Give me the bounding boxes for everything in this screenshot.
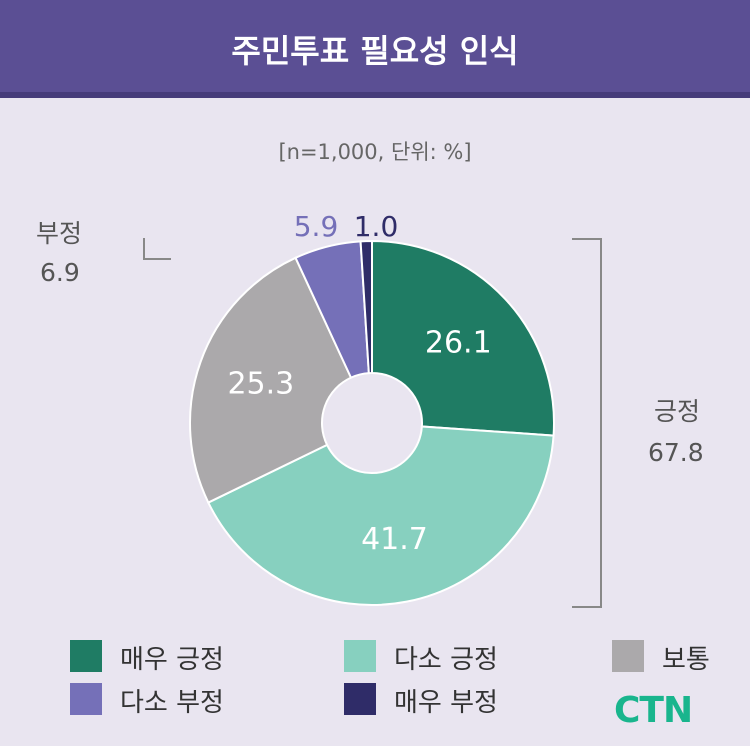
legend-swatch-1 (344, 640, 376, 672)
negative-value: 6.9 (40, 258, 80, 287)
slice-2 (189, 256, 353, 504)
legend-label-1: 다소 긍정 (394, 645, 498, 675)
slice-label-1: 41.7 (361, 522, 428, 557)
negative-bracket (143, 238, 171, 260)
legend-label-0: 매우 긍정 (120, 645, 224, 675)
legend-swatch-0 (70, 640, 102, 672)
ctn-logo: CTN (614, 690, 693, 731)
chart-title: 주민투표 필요성 인식 (231, 32, 519, 70)
legend-label-3: 다소 부정 (120, 688, 224, 718)
positive-value: 67.8 (648, 438, 704, 467)
slice-0 (371, 239, 555, 437)
slice-1 (206, 425, 555, 606)
chart-subtitle: [n=1,000, 단위: %] (278, 140, 472, 164)
legend-label-2: 보통 (662, 645, 710, 675)
positive-bracket (572, 238, 602, 608)
legend-swatch-3 (70, 683, 102, 715)
header: 주민투표 필요성 인식 (0, 0, 750, 98)
slice-label-0: 26.1 (425, 325, 492, 360)
slice-4 (359, 239, 373, 375)
slice-label-2: 25.3 (227, 366, 294, 401)
slice-label-3: 5.9 (294, 210, 339, 243)
positive-label: 긍정 (654, 397, 701, 426)
legend-swatch-4 (344, 683, 376, 715)
legend-swatch-2 (612, 640, 644, 672)
legend-label-4: 매우 부정 (394, 688, 498, 718)
slice-label-4: 1.0 (354, 210, 399, 243)
negative-label: 부정 (36, 219, 83, 248)
